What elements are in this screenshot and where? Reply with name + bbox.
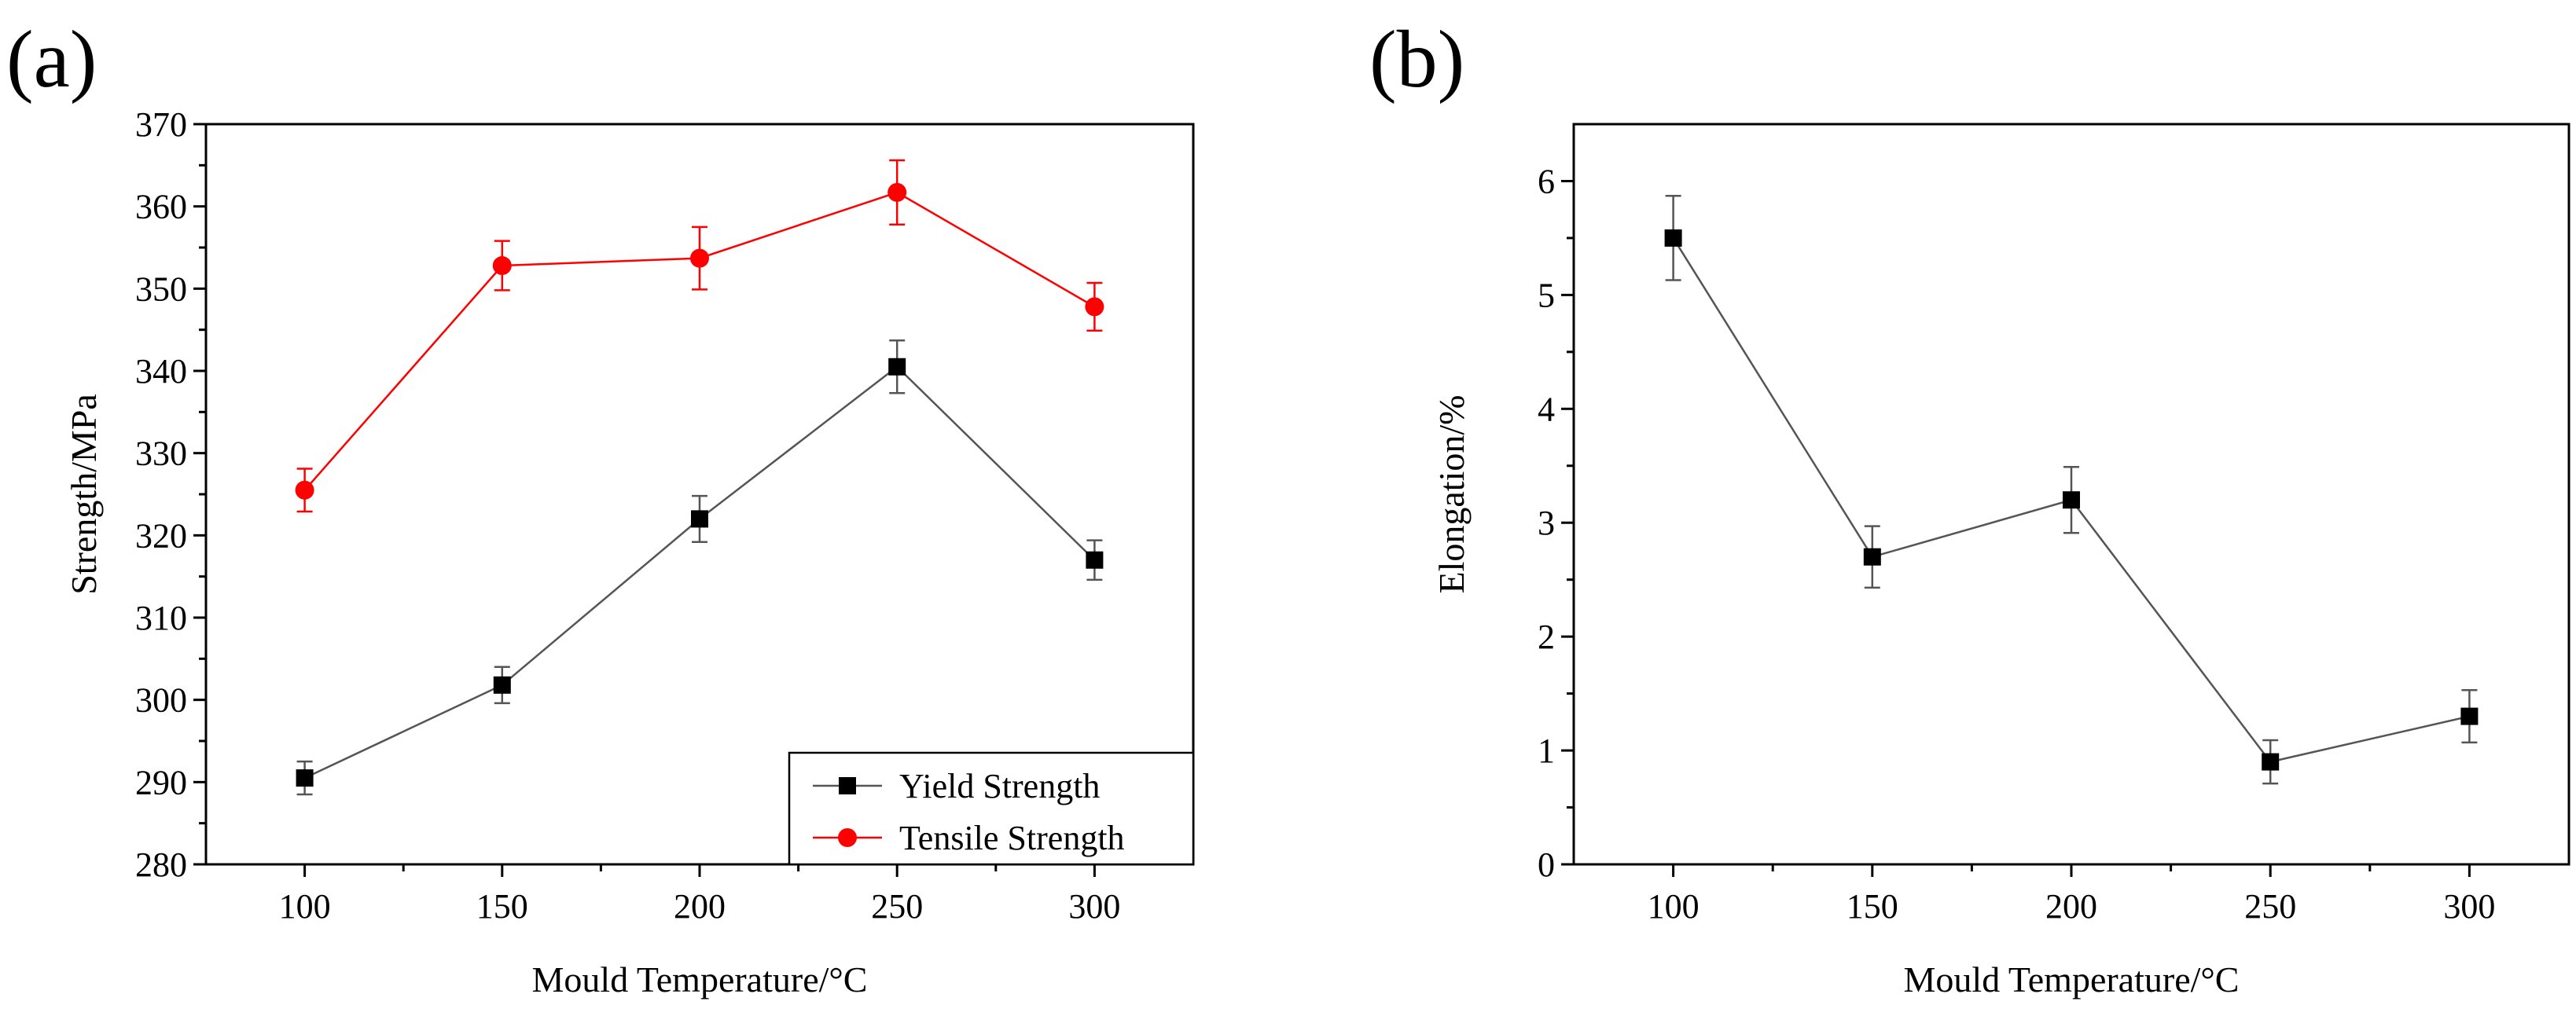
- x-tick-label: 200: [2045, 887, 2097, 926]
- y-tick-label: 290: [135, 763, 187, 801]
- y-tick-label: 1: [1538, 732, 1555, 770]
- y-tick-label: 280: [135, 845, 187, 884]
- x-tick-label: 250: [871, 887, 923, 926]
- x-tick-label: 250: [2244, 887, 2296, 926]
- x-tick-label: 150: [476, 887, 528, 926]
- data-point: [1664, 229, 1682, 247]
- x-tick-label: 300: [1068, 887, 1120, 926]
- data-point: [2460, 707, 2479, 725]
- y-axis-label: Strength/MPa: [64, 394, 104, 595]
- data-point: [887, 182, 907, 202]
- chart-a: 100 150 200 250 300 280 290 300 310 320 330 340 350 3…: [64, 105, 1195, 999]
- x-axis-label: Mould Temperature/°C: [532, 959, 868, 999]
- y-axis-label: Elongation/%: [1431, 395, 1472, 594]
- x-tick-label: 150: [1847, 887, 1898, 926]
- x-tick-label: 100: [1648, 887, 1700, 926]
- y-tick-label: 0: [1538, 845, 1555, 884]
- data-point: [1863, 548, 1881, 566]
- y-tick-label: 2: [1538, 618, 1555, 656]
- y-tick-label: 300: [135, 681, 187, 720]
- data-point: [888, 358, 906, 376]
- data-point: [691, 510, 708, 528]
- y-tick-label: 310: [135, 599, 187, 637]
- data-point: [493, 676, 511, 694]
- panel-a-label: (a): [6, 14, 97, 105]
- y-tick-label: 3: [1538, 504, 1555, 542]
- y-tick-label: 5: [1538, 276, 1555, 314]
- legend-label: Tensile Strength: [899, 819, 1125, 857]
- legend-label: Yield Strength: [899, 767, 1100, 805]
- panel-b-label: (b): [1369, 14, 1464, 105]
- chart-b: 100 150 200 250 300 0 1 2 3 4 5 6 Mould Temperature/…: [1431, 123, 2570, 999]
- y-tick-label: 370: [135, 105, 187, 144]
- data-point: [296, 769, 314, 787]
- legend-marker: [839, 777, 856, 794]
- data-point: [1085, 297, 1104, 317]
- x-axis-label: Mould Temperature/°C: [1904, 959, 2240, 999]
- series-line: [304, 365, 1096, 779]
- data-point: [690, 248, 709, 268]
- y-tick-label: 6: [1538, 162, 1555, 200]
- x-tick-label: 100: [279, 887, 331, 926]
- y-tick-label: 330: [135, 435, 187, 473]
- x-tick-label: 200: [674, 887, 726, 926]
- data-point: [2262, 753, 2280, 771]
- y-tick-label: 360: [135, 188, 187, 226]
- y-tick-label: 350: [135, 270, 187, 308]
- x-tick-label: 300: [2443, 887, 2495, 926]
- y-tick-label: 4: [1538, 390, 1555, 428]
- y-tick-label: 320: [135, 516, 187, 555]
- legend-marker: [838, 828, 857, 847]
- data-point: [295, 480, 314, 500]
- data-point: [2063, 491, 2080, 509]
- legend-box: [788, 751, 1195, 866]
- data-point: [492, 256, 512, 276]
- data-point: [1086, 551, 1104, 569]
- y-tick-label: 340: [135, 352, 187, 391]
